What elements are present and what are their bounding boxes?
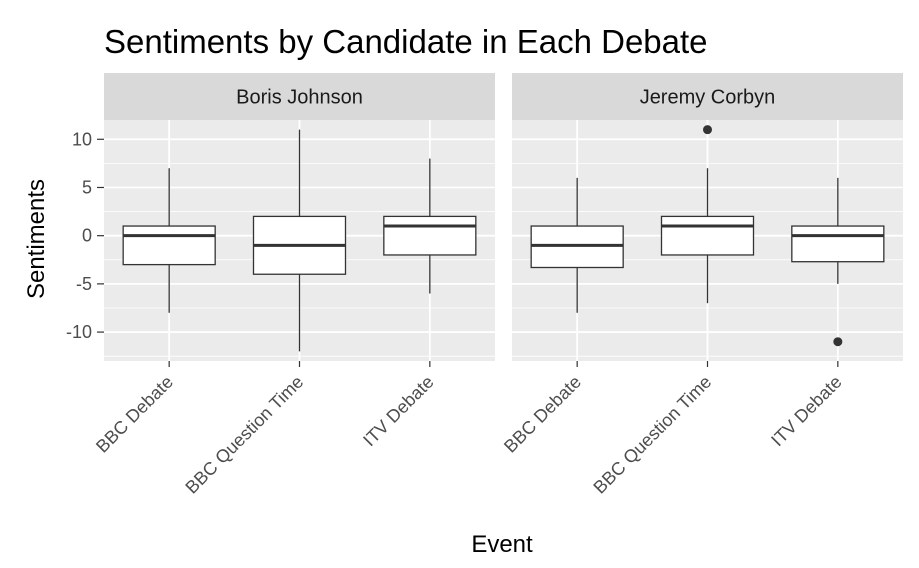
y-axis: 10 5 0 -5 -10 (66, 129, 104, 342)
x-tick-label: BBC Debate (500, 372, 585, 457)
box-iqr (660, 215, 755, 256)
chart-title: Sentiments by Candidate in Each Debate (104, 23, 708, 60)
facet-panel: Boris Johnson BBC Debate BBC Question Time… (92, 73, 495, 498)
y-axis-title: Sentiments (23, 179, 50, 299)
box-itv-debate (383, 158, 477, 294)
box-iqr (122, 225, 216, 266)
box-bbc-debate (530, 177, 624, 313)
box-bbc-question-time (660, 125, 755, 304)
x-tick-label: ITV Debate (359, 372, 438, 451)
x-tick-label: BBC Debate (92, 372, 177, 457)
y-tick-label: 5 (82, 177, 92, 197)
y-tick-label: -5 (76, 274, 92, 294)
x-tick-label: BBC Question Time (589, 372, 715, 498)
box-bbc-question-time (252, 129, 347, 352)
outlier-point (833, 337, 843, 347)
outlier-point (703, 125, 712, 135)
x-tick-label: ITV Debate (767, 372, 846, 451)
y-tick-label: 0 (82, 226, 92, 246)
facet-strip-label: Jeremy Corbyn (640, 87, 776, 109)
facet-strip (104, 73, 495, 120)
box-bbc-debate (122, 168, 216, 313)
x-tick-label: BBC Question Time (181, 372, 307, 498)
facet-strip (512, 73, 903, 120)
y-tick-label: -10 (66, 322, 92, 342)
y-tick-label: 10 (72, 129, 92, 149)
facet-panel: Jeremy Corbyn BBC Debate BBC Question Time… (500, 73, 903, 498)
x-axis-title: Event (471, 531, 533, 558)
box-iqr (383, 215, 477, 256)
facet-strip-label: Boris Johnson (236, 87, 363, 109)
box-iqr (791, 225, 885, 263)
box-itv-debate (791, 177, 885, 347)
